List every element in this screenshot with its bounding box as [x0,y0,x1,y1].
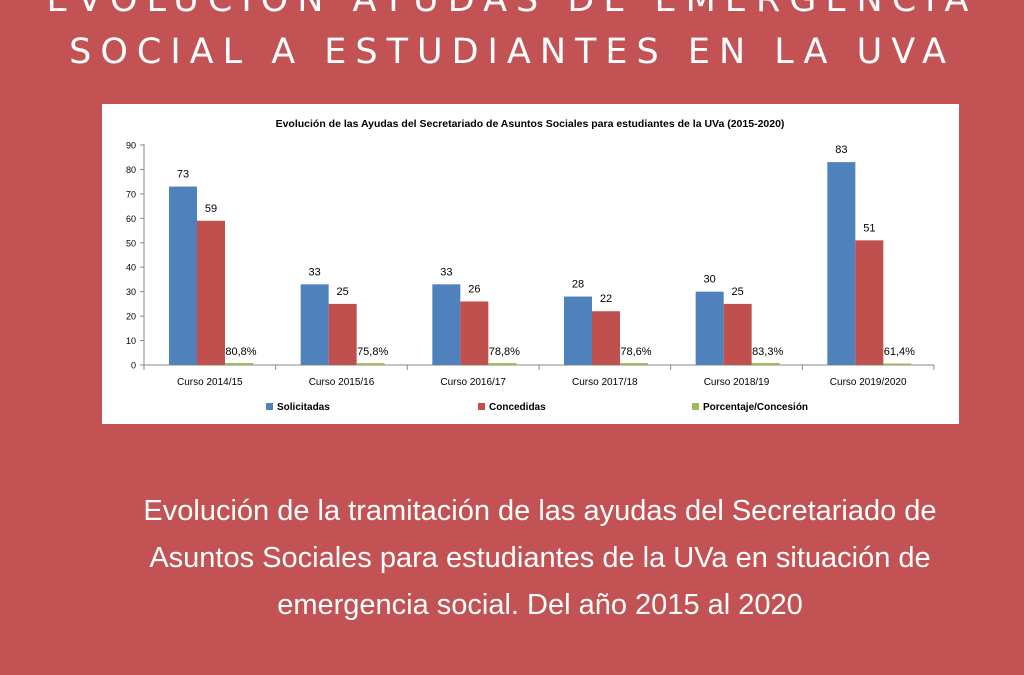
bar-concedidas [592,311,620,365]
headline-line-1: EVOLUCIÓN AYUDAS DE EMERGENCIA [46,0,978,20]
data-label-solicitadas: 33 [309,266,321,278]
x-tick-label: Curso 2014/15 [177,377,243,388]
y-tick-label: 0 [131,361,136,371]
legend-label: Solicitadas [277,402,330,413]
bar-solicitadas [564,296,592,365]
data-label-concedidas: 59 [205,203,217,215]
bar-concedidas [460,301,489,365]
data-label-porcentaje: 80,8% [225,346,256,358]
y-tick-label: 60 [126,214,136,224]
headline-line-2: SOCIAL A ESTUDIANTES EN LA UVA [69,32,955,72]
y-tick-label: 50 [126,238,136,248]
y-tick-label: 20 [126,312,136,322]
bar-solicitadas [169,186,197,365]
bar-concedidas [197,220,225,365]
legend-swatch [266,403,273,410]
bar-porcentaje [488,363,517,365]
y-tick-label: 10 [126,336,136,346]
x-tick-label: Curso 2019/2020 [830,377,907,388]
bar-porcentaje [751,362,780,365]
x-tick-label: Curso 2017/18 [572,377,638,388]
data-label-concedidas: 25 [337,286,349,298]
bar-solicitadas [827,162,856,365]
bar-solicitadas [695,291,724,365]
legend-label: Concedidas [489,402,546,413]
legend-swatch [478,403,485,410]
legend-swatch [692,403,699,410]
y-tick-label: 40 [126,263,136,273]
bar-chart: Evolución de las Ayudas del Secretariado… [126,118,935,413]
chart-title: Evolución de las Ayudas del Secretariado… [276,118,785,130]
y-tick-label: 80 [126,165,136,175]
bar-porcentaje [356,363,385,365]
x-tick-label: Curso 2018/19 [704,377,770,388]
data-label-concedidas: 25 [732,286,744,298]
data-label-porcentaje: 61,4% [884,346,915,358]
data-label-solicitadas: 83 [835,144,847,156]
y-tick-label: 70 [126,189,136,199]
data-label-porcentaje: 75,8% [357,346,388,358]
data-label-solicitadas: 28 [572,279,584,291]
bar-concedidas [328,303,357,365]
data-label-solicitadas: 30 [704,274,716,286]
data-label-concedidas: 26 [468,283,480,295]
data-label-porcentaje: 83,3% [752,346,783,358]
data-label-solicitadas: 33 [440,266,452,278]
legend-label: Porcentaje/Concesión [703,402,808,413]
x-tick-label: Curso 2016/17 [440,377,506,388]
bar-concedidas [723,303,752,365]
chart-card: Evolución de las Ayudas del Secretariado… [102,104,959,424]
bar-solicitadas [432,284,461,365]
bar-concedidas [855,240,884,365]
bar-porcentaje [883,363,912,365]
bar-solicitadas [300,284,329,365]
y-tick-label: 30 [126,287,136,297]
data-label-concedidas: 51 [863,222,875,234]
data-label-solicitadas: 73 [177,169,189,181]
data-label-porcentaje: 78,8% [489,346,520,358]
data-label-concedidas: 22 [600,293,612,305]
x-tick-label: Curso 2015/16 [309,377,375,388]
bar-porcentaje [620,363,648,365]
bar-porcentaje [225,363,253,365]
caption-text: Evolución de la tramitación de las ayuda… [143,495,937,621]
y-tick-label: 90 [126,141,136,151]
data-label-porcentaje: 78,6% [620,346,651,358]
